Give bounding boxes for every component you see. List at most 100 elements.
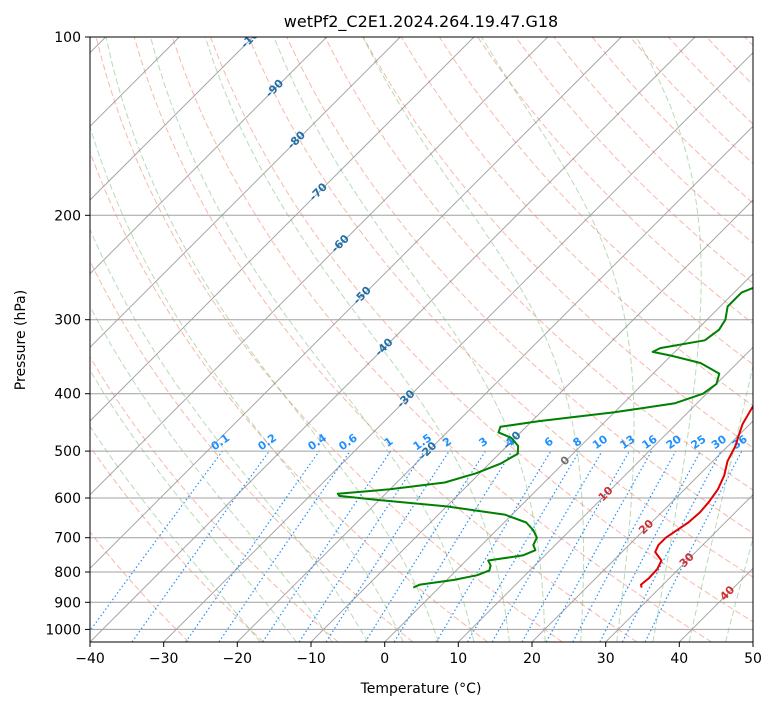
y-axis: 100 200 300 400 500 600 700 800 900 1000 bbox=[45, 30, 90, 638]
x-tick-label: −20 bbox=[223, 651, 253, 667]
moist-adiabat bbox=[150, 37, 475, 642]
x-tick-label: −30 bbox=[149, 651, 179, 667]
isotherm-line bbox=[605, 493, 753, 642]
mixing-ratio-label: 3 bbox=[477, 435, 491, 450]
mixing-ratio-label: 0.1 bbox=[209, 431, 232, 453]
mixing-ratio-label: 8 bbox=[571, 435, 585, 450]
dry-adiabat bbox=[210, 37, 753, 623]
isotherm-line bbox=[90, 37, 254, 201]
dry-adiabat bbox=[591, 37, 753, 204]
moist-adiabat bbox=[725, 536, 753, 642]
mixing-ratio-line bbox=[521, 450, 631, 642]
dry-adiabat bbox=[95, 37, 563, 642]
dry-adiabat bbox=[90, 445, 264, 642]
plot-frame bbox=[89, 36, 754, 643]
y-tick-label: 700 bbox=[54, 531, 81, 547]
isotherm-label: -30 bbox=[394, 387, 417, 410]
x-tick-label: 10 bbox=[449, 651, 467, 667]
mixing-ratio-label: 10 bbox=[590, 432, 610, 452]
moist-adiabat bbox=[204, 37, 510, 642]
mixing-ratio-line bbox=[393, 450, 513, 642]
x-tick-label: 0 bbox=[380, 651, 389, 667]
dry-adiabat bbox=[90, 531, 190, 642]
dry-adiabat bbox=[90, 356, 339, 642]
moist-adiabat bbox=[481, 37, 635, 642]
moist-adiabat bbox=[688, 363, 753, 642]
mixing-ratio-line bbox=[218, 450, 351, 642]
moist-adiabat bbox=[90, 228, 369, 642]
mixing-ratio-label: 6 bbox=[542, 435, 556, 450]
moist-adiabat bbox=[90, 369, 297, 642]
y-tick-label: 400 bbox=[54, 387, 81, 403]
y-tick-label: 900 bbox=[54, 595, 81, 611]
mixing-ratio-line bbox=[599, 450, 702, 642]
mixing-ratio-label: 0.2 bbox=[256, 431, 279, 453]
mixing-ratio-line bbox=[131, 450, 270, 642]
isotherm-line bbox=[90, 37, 549, 496]
moist-adiabat bbox=[90, 425, 261, 642]
moist-adiabat bbox=[90, 125, 404, 642]
dry-adiabat bbox=[400, 37, 753, 407]
x-tick-label: 50 bbox=[744, 651, 762, 667]
y-tick-label: 300 bbox=[54, 313, 81, 329]
moist-adiabat bbox=[105, 37, 440, 642]
mixing-ratio-label: 30 bbox=[709, 432, 729, 452]
isotherm-line bbox=[236, 125, 753, 642]
x-axis-label: Temperature (°C) bbox=[360, 681, 482, 697]
isotherm-line bbox=[90, 37, 475, 422]
isotherm-line bbox=[384, 272, 753, 642]
x-tick-label: 20 bbox=[523, 651, 541, 667]
dry-adiabat bbox=[90, 150, 488, 642]
mixing-ratio-label: 25 bbox=[688, 433, 708, 452]
moist-adiabat bbox=[273, 37, 546, 642]
mixing-ratio-label: 1 bbox=[382, 435, 396, 450]
mixing-ratio-line bbox=[298, 450, 425, 642]
isotherm-line bbox=[90, 37, 328, 275]
mixing-ratio-line bbox=[644, 450, 743, 642]
isotherm-line bbox=[678, 567, 753, 642]
y-tick-label: 800 bbox=[54, 565, 81, 581]
mixing-ratio-label: 16 bbox=[640, 432, 660, 452]
isotherm-line bbox=[531, 420, 753, 642]
dry-adiabat bbox=[515, 37, 753, 284]
mixing-ratio-line bbox=[545, 450, 653, 642]
dry-adiabat bbox=[553, 37, 753, 244]
y-axis-label: Pressure (hPa) bbox=[13, 290, 29, 390]
x-tick-label: −10 bbox=[296, 651, 326, 667]
mixing-ratio-label: 20 bbox=[664, 432, 684, 452]
x-tick-label: 30 bbox=[597, 651, 615, 667]
x-tick-label: 40 bbox=[670, 651, 688, 667]
mixing-ratio-line bbox=[325, 450, 450, 642]
chart-title: wetPf2_C2E1.2024.264.19.47.G18 bbox=[284, 12, 558, 32]
y-tick-label: 1000 bbox=[45, 622, 81, 638]
sounding-series bbox=[336, 286, 753, 589]
moist-adiabat bbox=[362, 37, 585, 642]
isotherm-line bbox=[310, 199, 753, 642]
dewpoint-profile bbox=[336, 286, 753, 589]
dry-adiabat bbox=[706, 37, 753, 86]
y-tick-label: 600 bbox=[54, 491, 81, 507]
y-tick-label: 100 bbox=[54, 30, 81, 46]
dry-adiabat bbox=[90, 259, 414, 642]
mixing-ratio-label: 0.4 bbox=[306, 431, 330, 453]
isotherm-line bbox=[90, 37, 401, 349]
y-tick-label: 500 bbox=[54, 444, 81, 460]
dry-adiabat bbox=[668, 37, 753, 125]
y-tick-label: 200 bbox=[54, 208, 81, 224]
mixing-ratio-line bbox=[185, 450, 320, 642]
isotherm-line bbox=[90, 37, 622, 570]
isotherm-line bbox=[752, 641, 753, 642]
mixing-ratio-line bbox=[90, 450, 223, 632]
dry-adiabat bbox=[477, 37, 753, 325]
dry-adiabat bbox=[248, 37, 753, 578]
temperature-profile bbox=[640, 404, 753, 588]
x-axis: −40 −30 −20 −10 0 10 20 30 40 50 bbox=[75, 642, 762, 667]
isotherm-line bbox=[163, 51, 753, 642]
mixing-ratio-line bbox=[572, 450, 677, 642]
dry-adiabat bbox=[133, 37, 638, 642]
mixing-ratio-line bbox=[466, 450, 580, 642]
dry-adiabat bbox=[171, 37, 712, 642]
x-tick-label: −40 bbox=[75, 651, 105, 667]
isotherm-line bbox=[90, 37, 696, 642]
